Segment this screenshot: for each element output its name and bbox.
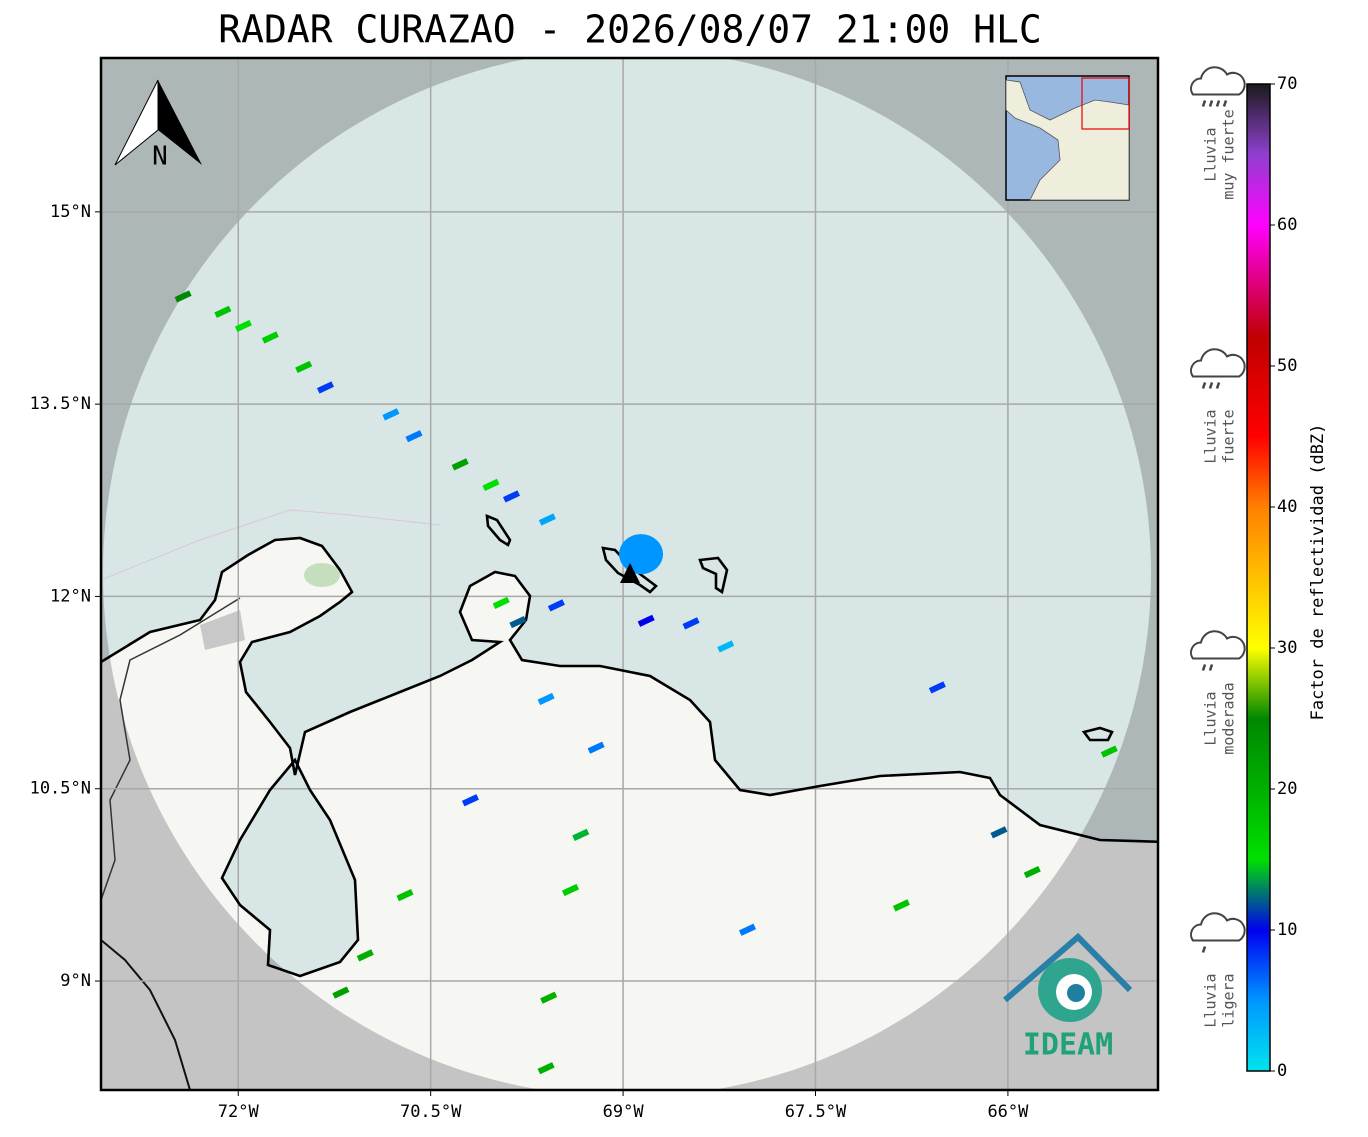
radar-echo xyxy=(572,828,590,841)
radar-echo xyxy=(482,478,500,492)
radar-echo xyxy=(540,991,558,1004)
radar-echo xyxy=(356,949,374,962)
rain-drop xyxy=(1201,946,1207,953)
radar-echo xyxy=(538,513,556,526)
radar-echo xyxy=(990,826,1008,839)
radar-echo xyxy=(561,883,580,897)
rain-legend-label: Lluvia xyxy=(1202,973,1220,1027)
radar-echo xyxy=(174,290,192,303)
radar-echo xyxy=(396,889,414,902)
x-tick-label: 69°W xyxy=(603,1102,645,1122)
cloud-icon xyxy=(1190,348,1246,378)
radar-echo xyxy=(234,319,252,333)
logo-text: IDEAM xyxy=(1023,1028,1113,1063)
ideam-logo: IDEAM xyxy=(1003,932,1133,1063)
colorbar-tick-label: 0 xyxy=(1277,1061,1287,1081)
map-title: RADAR CURAZAO - 2026/08/07 21:00 HLC xyxy=(218,8,1042,52)
x-tick-label: 72°W xyxy=(218,1102,260,1122)
rain-legend-label: Lluvia xyxy=(1202,409,1220,463)
cloud-icon xyxy=(1190,912,1246,942)
radar-echo xyxy=(502,490,521,503)
map-frame xyxy=(99,56,1160,1092)
y-tick-label: 13.5°N xyxy=(30,394,91,414)
rain-legend-item: Lluvia moderada xyxy=(1190,630,1246,755)
radar-echo xyxy=(509,615,527,629)
y-tick-label: 10.5°N xyxy=(30,779,91,799)
radar-echo xyxy=(619,534,664,575)
x-tick-label: 66°W xyxy=(987,1102,1029,1122)
rain-legend-label: muy fuerte xyxy=(1220,109,1238,199)
rain-legend-label: fuerte xyxy=(1220,409,1238,463)
radar-echo xyxy=(382,408,400,421)
colorbar-tick-label: 50 xyxy=(1277,356,1297,376)
rain-legend-label: ligera xyxy=(1220,973,1238,1027)
rain-drop xyxy=(1215,382,1221,389)
radar-echo xyxy=(332,986,350,999)
radar-echo xyxy=(738,923,757,936)
colorbar-tick-label: 10 xyxy=(1277,920,1297,940)
north-arrow: N xyxy=(114,79,202,172)
rain-legend-item: Lluvia ligera xyxy=(1190,912,1246,1028)
radar-echo xyxy=(492,596,510,609)
radar-echo xyxy=(587,741,605,754)
rain-legend-item: Lluvia muy fuerte xyxy=(1190,66,1246,200)
rain-legend-item: Lluvia fuerte xyxy=(1190,348,1246,464)
y-tick-label: 9°N xyxy=(60,971,91,991)
radar-echo xyxy=(1023,865,1041,879)
radar-echo xyxy=(547,599,565,612)
radar-echo xyxy=(892,899,910,912)
rain-legend-label: Lluvia xyxy=(1202,691,1220,745)
cloud-icon xyxy=(1190,66,1246,96)
radar-echo xyxy=(637,614,655,627)
rain-drop xyxy=(1201,664,1207,671)
colorbar-bar xyxy=(1246,83,1271,1072)
colorbar-tick-label: 70 xyxy=(1277,74,1297,94)
cloud-icon xyxy=(1190,630,1246,660)
colorbar-tick-label: 40 xyxy=(1277,497,1297,517)
radar-echo xyxy=(316,381,335,394)
colorbar-tick-label: 30 xyxy=(1277,638,1297,658)
radar-echo xyxy=(1100,745,1118,758)
rain-drop xyxy=(1208,664,1214,671)
radar-site xyxy=(620,563,640,583)
x-tick-label: 67.5°W xyxy=(785,1102,847,1122)
rain-drop xyxy=(1208,100,1214,107)
radar-echo xyxy=(537,1062,555,1075)
radar-echo xyxy=(717,640,735,653)
radar-echo xyxy=(295,360,313,374)
y-tick-label: 12°N xyxy=(50,586,91,606)
colorbar: 0 10 20 30 40 50 60 70 Factor de reflectividad (… xyxy=(1246,74,1328,1081)
inset-map xyxy=(1005,75,1130,201)
radar-echo xyxy=(451,458,469,471)
radar-echo xyxy=(214,305,232,318)
colorbar-tick-label: 20 xyxy=(1277,779,1297,799)
rain-drop xyxy=(1201,100,1207,107)
radar-echo xyxy=(405,430,423,443)
radar-echo xyxy=(682,617,700,630)
radar-echo xyxy=(461,794,479,807)
colorbar-tick-label: 60 xyxy=(1277,215,1297,235)
rain-drop xyxy=(1215,100,1221,107)
rain-drop xyxy=(1208,382,1214,389)
x-tick-label: 70.5°W xyxy=(400,1102,462,1122)
rain-legend-label: moderada xyxy=(1220,682,1238,754)
north-label: N xyxy=(152,142,168,172)
rain-drop xyxy=(1222,100,1228,107)
rain-legend-label: Lluvia xyxy=(1202,127,1220,181)
radar-echo xyxy=(537,692,555,706)
rain-drop xyxy=(1201,382,1207,389)
radar-echo xyxy=(261,331,279,344)
radar-echo xyxy=(928,681,946,694)
colorbar-label: Factor de reflectividad (dBZ) xyxy=(1308,424,1328,721)
y-tick-label: 15°N xyxy=(50,202,91,222)
